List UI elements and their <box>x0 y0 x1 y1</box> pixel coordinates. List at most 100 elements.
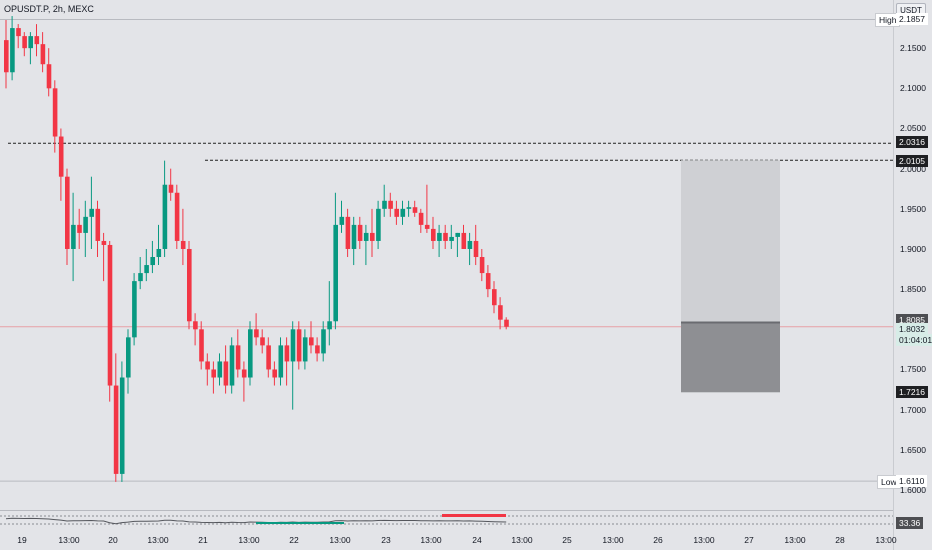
time-label: 20 <box>108 535 118 545</box>
candle-body <box>479 257 485 274</box>
candle-body <box>485 273 491 290</box>
high-value: 2.1857 <box>896 13 928 26</box>
candle-body <box>400 208 406 217</box>
candle-body <box>95 208 101 241</box>
candle-body <box>351 224 357 249</box>
candle-body <box>71 224 76 249</box>
candle-body <box>260 337 265 346</box>
indicator-value: 33.36 <box>896 517 924 529</box>
candle-body <box>443 232 448 241</box>
candle-body <box>431 228 436 241</box>
symbol-header: OPUSDT.P, 2h, MEXC <box>4 4 94 14</box>
candle-body <box>254 329 259 338</box>
time-label: 21 <box>198 535 208 545</box>
candle-body <box>376 208 381 241</box>
pane-separator[interactable] <box>0 510 893 511</box>
time-label: 28 <box>835 535 845 545</box>
candle-body <box>388 200 393 209</box>
candle-body <box>138 273 143 282</box>
candle-body <box>235 345 241 370</box>
candle-body <box>187 248 192 322</box>
candle-body <box>449 236 454 241</box>
price-tick: 1.7000 <box>900 404 926 415</box>
candle-body <box>302 337 308 362</box>
price-tick: 1.7500 <box>900 364 926 375</box>
candle-body <box>278 345 284 378</box>
candle-body <box>321 329 326 354</box>
time-label: 19 <box>17 535 27 545</box>
time-label: 13:00 <box>329 535 351 545</box>
time-label: 13:00 <box>784 535 806 545</box>
candle-body <box>180 240 186 249</box>
candle-body <box>28 36 33 49</box>
stop-tag: 1.7216 <box>896 386 928 399</box>
indicator-overbought-fill <box>442 514 506 517</box>
candle-body <box>455 232 460 237</box>
low-tag: Low <box>877 475 901 490</box>
time-label: 24 <box>472 535 482 545</box>
level-tag-2: 2.0105 <box>896 155 928 168</box>
candle-body <box>406 207 412 209</box>
candle-body <box>284 345 290 362</box>
candle-body <box>150 257 155 266</box>
candle-body <box>168 184 174 193</box>
candle-body <box>382 200 387 209</box>
candle-body <box>10 28 15 73</box>
candle-body <box>504 319 509 327</box>
candle-body <box>266 345 271 370</box>
price-tick: 1.6500 <box>900 444 926 455</box>
candle-body <box>492 289 497 306</box>
time-label: 26 <box>653 535 663 545</box>
candle-body <box>89 208 94 217</box>
price-tick: 1.9500 <box>900 203 926 214</box>
candle-body <box>58 136 64 177</box>
candle-body <box>461 232 467 249</box>
time-label: 25 <box>562 535 572 545</box>
time-label: 27 <box>744 535 754 545</box>
candle-body <box>296 329 302 362</box>
candle-body <box>498 305 503 320</box>
candle-body <box>113 385 119 474</box>
stop-zone <box>681 322 780 393</box>
time-label: 13:00 <box>875 535 897 545</box>
candle-body <box>205 361 210 370</box>
price-tick: 1.8500 <box>900 284 926 295</box>
candle-body <box>52 88 58 137</box>
candle-body <box>199 329 204 362</box>
price-tick: 2.1500 <box>900 43 926 54</box>
candle-body <box>241 369 247 378</box>
candle-body <box>101 240 107 245</box>
target-zone <box>681 160 780 323</box>
candle-body <box>40 44 46 65</box>
candle-body <box>418 212 424 225</box>
price-tick: 2.0500 <box>900 123 926 134</box>
candle-body <box>144 265 149 274</box>
candle-body <box>333 224 338 322</box>
candle-body <box>339 216 345 225</box>
candle-body <box>156 248 162 258</box>
candle-body <box>473 240 479 258</box>
time-label: 13:00 <box>420 535 442 545</box>
price-tick: 1.9000 <box>900 243 926 254</box>
time-label: 13:00 <box>511 535 533 545</box>
candle-body <box>272 369 277 378</box>
indicator-oversold-fill <box>256 522 344 524</box>
countdown-tag: 01:04:01 <box>896 333 932 346</box>
price-tick: 2.0000 <box>900 163 926 174</box>
price-axis[interactable] <box>893 0 932 550</box>
candle-body <box>162 184 168 249</box>
level-tag-1: 2.0316 <box>896 136 928 149</box>
time-label: 13:00 <box>602 535 624 545</box>
candle-body <box>77 224 82 233</box>
last-price-tag: 1.8032 <box>896 322 928 335</box>
candle-body <box>437 232 442 241</box>
candle-body <box>217 361 223 378</box>
candle-body <box>126 337 131 378</box>
candle-body <box>327 321 332 330</box>
candle-body <box>132 281 137 338</box>
candle-body <box>412 207 418 213</box>
time-label: 23 <box>381 535 391 545</box>
time-label: 13:00 <box>58 535 80 545</box>
candle-body <box>46 64 52 89</box>
